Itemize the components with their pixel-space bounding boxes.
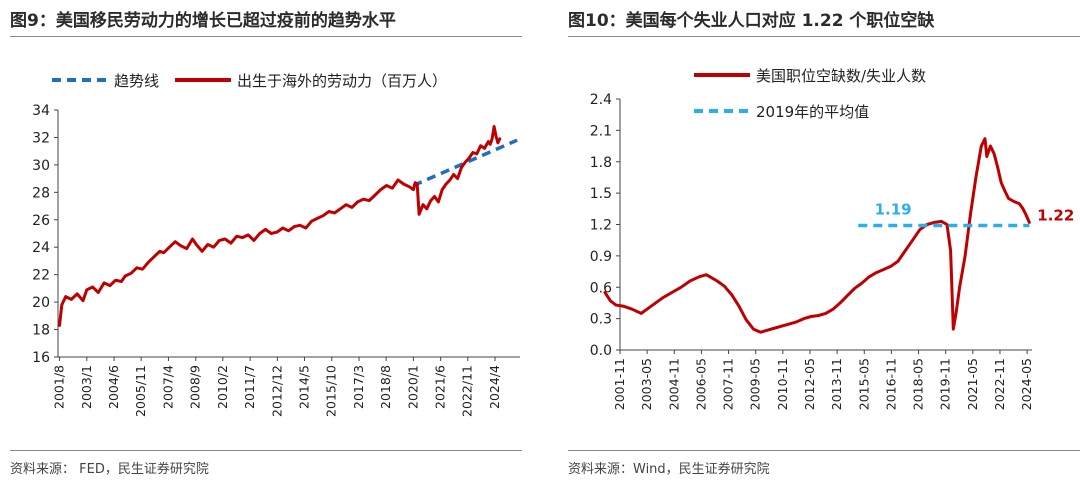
y-tick-label: 18 <box>32 323 50 339</box>
y-tick-label: 0.9 <box>590 249 612 265</box>
x-tick-label: 2017/3 <box>351 365 366 409</box>
right-source-note: 资料来源：Wind，民生证券研究院 <box>568 462 770 477</box>
x-tick-label: 2009-05 <box>748 358 763 410</box>
y-tick-label: 16 <box>32 350 50 366</box>
x-tick-label: 2006-05 <box>693 358 708 410</box>
x-tick-label: 2010/2 <box>215 365 230 409</box>
y-tick-label: 22 <box>32 268 50 284</box>
legend-label: 2019年的平均值 <box>756 103 869 121</box>
x-tick-label: 2004/6 <box>106 365 121 409</box>
x-tick-label: 2004-11 <box>666 358 681 410</box>
annotation-2019-average: 1.19 <box>875 201 912 219</box>
x-tick-label: 2003/1 <box>79 365 94 409</box>
annotation-latest-value: 1.22 <box>1037 206 1074 224</box>
x-tick-label: 2011/7 <box>242 365 257 409</box>
x-tick-label: 2013-11 <box>829 358 844 410</box>
x-tick-label: 2001/8 <box>52 365 67 409</box>
x-tick-label: 2018/8 <box>378 365 393 409</box>
x-tick-label: 2022/11 <box>460 365 475 417</box>
y-tick-label: 24 <box>32 240 50 256</box>
x-tick-label: 2015-05 <box>856 358 871 410</box>
series-line-2 <box>58 125 502 327</box>
y-tick-label: 32 <box>32 130 50 146</box>
right-chart-panel: 图10：美国每个失业人口对应 1.22 个职位空缺 0.0 0.3 0.6 0.9 1.… <box>558 0 1080 504</box>
x-tick-label: 2007-11 <box>721 358 736 410</box>
y-tick-label: 1.5 <box>590 186 612 202</box>
y-tick-label: 0.6 <box>590 280 612 296</box>
footer-divider <box>568 450 1080 451</box>
right-chart: 0.0 0.3 0.6 0.9 1.2 1.5 1.8 2.1 2.4 2001-11 2003-0… <box>590 67 1075 410</box>
x-tick-label: 2001-11 <box>612 358 627 410</box>
footer-divider <box>10 450 522 451</box>
x-tick-label: 2014/5 <box>296 365 311 409</box>
legend-label: 趋势线 <box>114 72 159 90</box>
title-divider <box>10 36 522 37</box>
x-tick-label: 2024-05 <box>1019 358 1034 410</box>
y-tick-label: 1.2 <box>590 218 612 234</box>
left-chart: 16 18 20 22 24 26 28 30 32 34 2001/8 2003/1 2004/6 20… <box>32 72 520 417</box>
y-tick-label: 28 <box>32 185 50 201</box>
y-tick-label: 30 <box>32 158 50 174</box>
x-tick-label: 2005/11 <box>133 365 148 417</box>
x-tick-label: 2010-11 <box>775 358 790 410</box>
x-tick-label: 2003-05 <box>639 358 654 410</box>
y-tick-label: 1.8 <box>590 155 612 171</box>
y-tick-label: 0.3 <box>590 312 612 328</box>
legend-label: 出生于海外的劳动力（百万人） <box>237 72 447 90</box>
y-tick-label: 2.1 <box>590 123 612 139</box>
y-tick-label: 34 <box>32 103 50 119</box>
left-chart-title: 图9：美国移民劳动力的增长已超过疫前的趋势水平 <box>10 11 396 31</box>
series-line-1 <box>412 138 518 188</box>
title-divider <box>568 36 1080 37</box>
y-tick-label: 2.4 <box>590 92 612 108</box>
x-tick-label: 2015/10 <box>324 365 339 417</box>
x-tick-label: 2021/6 <box>433 365 448 409</box>
y-tick-label: 26 <box>32 213 50 229</box>
x-tick-label: 2021-05 <box>965 358 980 410</box>
x-tick-label: 2020/1 <box>405 365 420 409</box>
x-tick-label: 2012-05 <box>802 358 817 410</box>
x-tick-label: 2012/12 <box>269 365 284 417</box>
left-chart-panel: 图9：美国移民劳动力的增长已超过疫前的趋势水平 16 18 20 22 24 26 28 30… <box>0 0 532 504</box>
x-tick-label: 2019-11 <box>938 358 953 410</box>
legend-label: 美国职位空缺数/失业人数 <box>756 67 926 85</box>
y-tick-label: 0.0 <box>590 343 612 359</box>
x-tick-label: 2008/9 <box>188 365 203 409</box>
x-tick-label: 2018-05 <box>911 358 926 410</box>
right-chart-title: 图10：美国每个失业人口对应 1.22 个职位空缺 <box>568 11 935 31</box>
x-tick-label: 2007/4 <box>160 365 175 409</box>
series-line-1 <box>603 137 1031 334</box>
y-tick-label: 20 <box>32 295 50 311</box>
x-tick-label: 2022-11 <box>992 358 1007 410</box>
x-tick-label: 2024/4 <box>487 365 502 409</box>
x-tick-label: 2016-11 <box>883 358 898 410</box>
left-source-note: 资料来源： FED，民生证券研究院 <box>10 462 209 477</box>
